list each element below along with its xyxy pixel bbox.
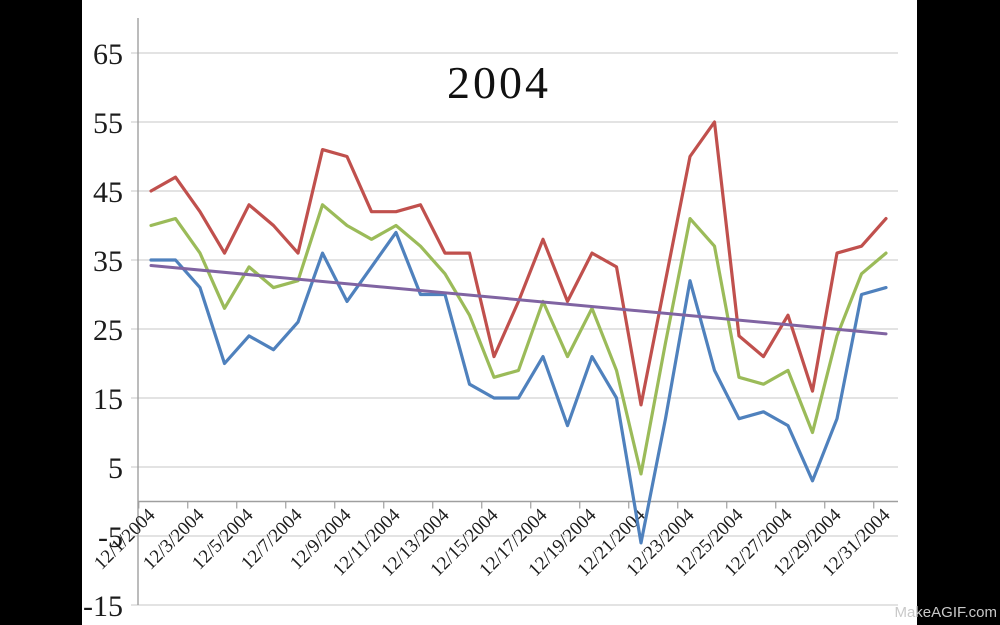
y-axis-tick-label: 15 (93, 383, 123, 416)
y-axis-tick-label: 5 (108, 452, 123, 485)
chart-title: 2004 (447, 57, 551, 108)
linear-trend-line (149, 264, 888, 336)
green-mid-series-line (149, 203, 888, 476)
y-axis-tick-label: 25 (93, 314, 123, 347)
y-axis-tick-label: -15 (83, 590, 123, 623)
blue-low-series-line (149, 230, 888, 545)
right-letterbox: MakeAGIF.com (894, 0, 1000, 625)
left-letterbox (0, 0, 82, 625)
watermark: MakeAGIF.com (894, 604, 997, 621)
y-axis-tick-label: 45 (93, 176, 123, 209)
y-axis-tick-label: 55 (93, 107, 123, 140)
y-axis-tick-label: -5 (98, 521, 123, 554)
red-high-series-line (149, 120, 888, 407)
y-axis-tick-label: 65 (93, 38, 123, 71)
y-axis-tick-label: 35 (93, 245, 123, 278)
